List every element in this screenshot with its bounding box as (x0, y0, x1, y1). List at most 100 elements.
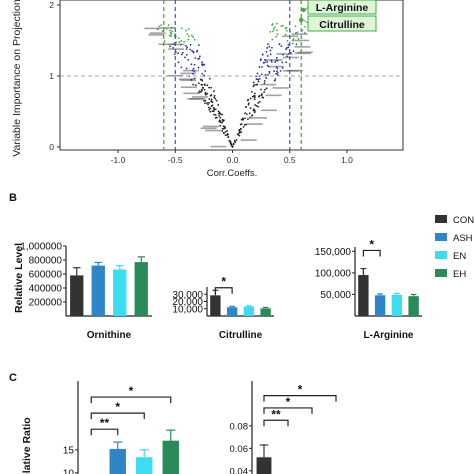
vip-point (181, 51, 184, 54)
vip-point (252, 109, 255, 112)
panel-c-letter: C (9, 372, 17, 384)
vip-point (215, 99, 218, 102)
legend-swatch-CON (435, 215, 447, 223)
vip-point (163, 40, 166, 42)
metabolite-label-texture (265, 94, 282, 97)
vip-point (190, 78, 193, 81)
vip-point (186, 46, 189, 49)
significance-bracket-2 (90, 428, 119, 436)
metabolite-label-texture (149, 32, 166, 34)
metabolite-label-texture (250, 117, 267, 119)
vip-point (177, 37, 180, 40)
vip-point (197, 57, 200, 60)
highlight-leader-1 (302, 19, 309, 24)
vip-point (264, 59, 267, 62)
vip-point (224, 130, 227, 133)
vip-point (285, 61, 288, 64)
vip-point (251, 114, 254, 117)
significance-label-1: * (286, 395, 291, 409)
vip-point (253, 84, 256, 86)
metabolite-label-texture (180, 72, 197, 75)
bar-CON (70, 275, 84, 316)
bar-EN (136, 457, 153, 474)
vip-point (273, 79, 276, 82)
x-axis-title: Ornithine (87, 330, 132, 341)
vip-point (197, 44, 200, 47)
vip-point (301, 29, 304, 32)
vip-point (271, 38, 274, 41)
vip-point (221, 127, 224, 130)
vip-point (258, 94, 261, 97)
bar-EH (162, 440, 179, 474)
vip-point (177, 61, 180, 64)
vip-point (250, 90, 253, 93)
bar-EH (408, 296, 419, 316)
bar-EN (113, 269, 127, 316)
vip-point (258, 100, 261, 103)
vip-point (204, 84, 206, 86)
vip-point (213, 96, 216, 99)
vip-point (272, 30, 274, 33)
vip-point (275, 72, 277, 75)
vip-point (197, 82, 200, 85)
vip-point (180, 27, 183, 30)
vip-point (304, 25, 307, 28)
y-tick-label-4: 1,000000 (20, 242, 62, 253)
vip-point (284, 33, 287, 36)
metabolite-label-texture (168, 48, 185, 50)
panel-b: B Relative Level 200000 400000 600000 80000… (9, 192, 474, 341)
vip-point (208, 86, 210, 89)
vip-point (280, 45, 283, 48)
vip-point (200, 78, 203, 81)
vip-point (219, 124, 222, 127)
legend-label-CON: CON (453, 215, 474, 226)
callout-l-arginine: L-Arginine (316, 2, 369, 14)
vip-point (213, 108, 216, 111)
vip-point (295, 43, 298, 46)
vip-point (253, 98, 256, 101)
vip-point (191, 49, 193, 52)
significance-bracket-0 (90, 396, 172, 404)
metabolite-label-texture (202, 125, 219, 128)
y-tick-label-2: 150,000 (315, 247, 352, 258)
vip-point (269, 49, 272, 52)
vip-point (266, 61, 269, 63)
bar-CON (256, 457, 272, 474)
vip-point (221, 130, 224, 132)
vip-point (210, 86, 213, 89)
vip-point (199, 91, 202, 93)
vip-point (185, 48, 188, 50)
vip-point (204, 92, 207, 95)
vip-point (253, 111, 256, 114)
chart-ornithine: 200000 400000 600000 800000 1,000000 Ornithin… (20, 242, 152, 341)
vip-point (224, 134, 227, 137)
vip-point (230, 143, 233, 146)
vip-point (275, 35, 278, 38)
vip-point (292, 50, 295, 53)
significance-bracket-2 (263, 419, 289, 427)
metabolite-label-texture (294, 52, 311, 55)
vip-point (209, 107, 212, 110)
vip-point (186, 33, 189, 36)
vip-point (219, 121, 222, 124)
vip-point (174, 33, 177, 35)
vip-point (170, 34, 172, 37)
vip-point (285, 26, 288, 29)
legend-label-ASH: ASH (453, 233, 473, 244)
vip-point (195, 84, 197, 87)
significance-bracket-1 (90, 412, 145, 420)
vip-point (253, 92, 256, 95)
vip-point (178, 41, 181, 43)
vip-point (270, 60, 273, 63)
vip-point (197, 66, 200, 69)
bar-ASH (91, 265, 105, 316)
vip-point (268, 45, 271, 48)
bar-CON (210, 295, 221, 316)
vip-point (257, 80, 260, 83)
y-tick-label-1: 100,000 (315, 268, 352, 279)
vip-point (265, 50, 268, 53)
legend: CON ASH EN EH (435, 215, 474, 280)
vip-point (264, 88, 266, 91)
legend-label-EN: EN (453, 251, 466, 262)
